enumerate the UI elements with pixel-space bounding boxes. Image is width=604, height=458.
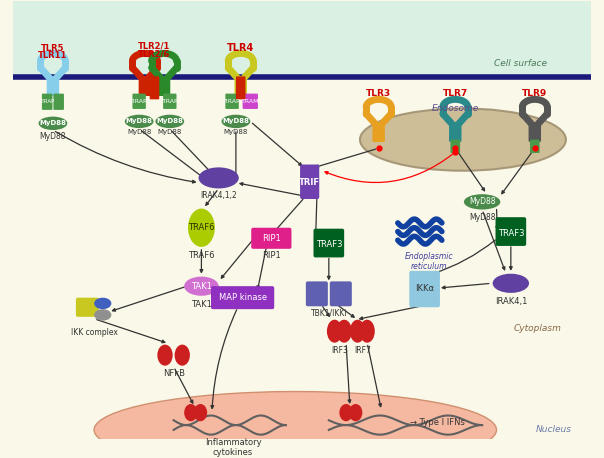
FancyBboxPatch shape [451, 140, 460, 153]
Text: → Type I IFNs: → Type I IFNs [410, 418, 465, 427]
Ellipse shape [158, 344, 173, 365]
Text: Cell surface: Cell surface [494, 59, 547, 68]
Text: TLR2/1: TLR2/1 [138, 42, 171, 50]
FancyBboxPatch shape [410, 271, 440, 307]
FancyBboxPatch shape [163, 93, 176, 109]
FancyBboxPatch shape [225, 93, 239, 109]
Text: TRIF: TRIF [299, 178, 320, 187]
FancyBboxPatch shape [139, 76, 151, 96]
Ellipse shape [464, 194, 500, 209]
Ellipse shape [184, 277, 219, 296]
Text: TRAF3: TRAF3 [498, 229, 524, 238]
FancyBboxPatch shape [236, 76, 245, 99]
Text: MyD88: MyD88 [40, 132, 66, 141]
FancyBboxPatch shape [313, 229, 344, 257]
Text: TAK1: TAK1 [191, 282, 212, 291]
Text: RIP1: RIP1 [262, 234, 281, 243]
Ellipse shape [94, 309, 111, 321]
Text: TIRAP: TIRAP [161, 99, 179, 104]
Text: MyD88: MyD88 [469, 197, 495, 207]
Text: MyD88: MyD88 [469, 213, 495, 223]
Text: IRF7: IRF7 [354, 346, 371, 354]
Ellipse shape [339, 404, 353, 421]
Text: MAP kinase: MAP kinase [219, 293, 267, 302]
Text: MyD88: MyD88 [39, 120, 66, 126]
FancyBboxPatch shape [528, 122, 541, 142]
Text: Nucleus: Nucleus [536, 425, 572, 434]
Text: TBK1/IKKi: TBK1/IKKi [310, 308, 347, 317]
Text: TIRAP: TIRAP [223, 99, 241, 104]
Text: TRAF6: TRAF6 [188, 223, 214, 232]
Text: TLR7: TLR7 [443, 89, 468, 98]
FancyBboxPatch shape [53, 93, 64, 110]
FancyBboxPatch shape [306, 281, 328, 306]
FancyBboxPatch shape [495, 217, 526, 246]
FancyBboxPatch shape [530, 140, 539, 153]
FancyBboxPatch shape [76, 298, 99, 317]
Ellipse shape [194, 404, 207, 421]
Text: TLR4: TLR4 [227, 43, 254, 53]
Text: MyD88: MyD88 [127, 129, 152, 135]
Text: TRAF6: TRAF6 [188, 251, 214, 260]
Text: MyD88: MyD88 [158, 129, 182, 135]
Ellipse shape [327, 320, 342, 343]
Text: TLR5: TLR5 [41, 44, 65, 53]
Ellipse shape [94, 298, 111, 309]
FancyBboxPatch shape [330, 281, 352, 306]
Text: Cytoplasm: Cytoplasm [514, 324, 562, 333]
Text: IKK complex: IKK complex [71, 328, 118, 338]
Bar [13, 1, 591, 77]
Text: TIRAP: TIRAP [130, 99, 148, 104]
Text: TLR2/6: TLR2/6 [138, 49, 171, 58]
Text: IRF3: IRF3 [331, 346, 348, 354]
FancyBboxPatch shape [234, 76, 247, 96]
Text: MyD88: MyD88 [126, 119, 153, 125]
FancyBboxPatch shape [150, 76, 159, 99]
FancyBboxPatch shape [243, 93, 258, 109]
Ellipse shape [199, 167, 239, 188]
Ellipse shape [359, 320, 375, 343]
Text: TLR9: TLR9 [522, 89, 547, 98]
Text: IRAK4,1: IRAK4,1 [495, 297, 527, 305]
Bar [13, 77, 591, 393]
Text: TIRAP: TIRAP [39, 99, 55, 104]
Ellipse shape [184, 404, 198, 421]
FancyBboxPatch shape [251, 228, 292, 249]
Ellipse shape [222, 114, 250, 128]
Ellipse shape [350, 320, 365, 343]
Ellipse shape [175, 344, 190, 365]
Text: TRAF3: TRAF3 [315, 240, 342, 250]
Ellipse shape [360, 109, 566, 171]
Text: NFkB: NFkB [162, 369, 185, 377]
Text: Endosome: Endosome [432, 104, 479, 113]
Text: TAK1: TAK1 [191, 300, 212, 309]
Ellipse shape [125, 114, 153, 128]
FancyBboxPatch shape [300, 164, 320, 199]
Ellipse shape [493, 274, 529, 293]
Text: TLR11: TLR11 [38, 51, 68, 60]
Text: MyD88: MyD88 [222, 119, 249, 125]
Text: MyD88: MyD88 [156, 119, 183, 125]
Text: IKKα: IKKα [415, 284, 434, 293]
FancyBboxPatch shape [373, 122, 385, 142]
Ellipse shape [94, 392, 496, 458]
Ellipse shape [155, 114, 184, 128]
Text: Inflammatory
cytokines: Inflammatory cytokines [205, 437, 262, 457]
Ellipse shape [349, 404, 362, 421]
FancyBboxPatch shape [47, 76, 59, 96]
Text: RIP1: RIP1 [262, 251, 281, 260]
FancyBboxPatch shape [449, 122, 461, 142]
Text: TRAM: TRAM [242, 99, 259, 104]
Text: MyD88: MyD88 [223, 129, 248, 135]
FancyBboxPatch shape [42, 93, 53, 110]
FancyBboxPatch shape [158, 76, 170, 96]
Ellipse shape [188, 208, 215, 247]
Text: TLR3: TLR3 [366, 89, 391, 98]
Text: Endoplasmic
reticulum: Endoplasmic reticulum [405, 252, 454, 271]
Text: IRAK4,1,2: IRAK4,1,2 [201, 191, 237, 200]
FancyBboxPatch shape [211, 286, 274, 309]
Ellipse shape [336, 320, 352, 343]
FancyBboxPatch shape [132, 93, 146, 109]
Ellipse shape [39, 117, 67, 130]
